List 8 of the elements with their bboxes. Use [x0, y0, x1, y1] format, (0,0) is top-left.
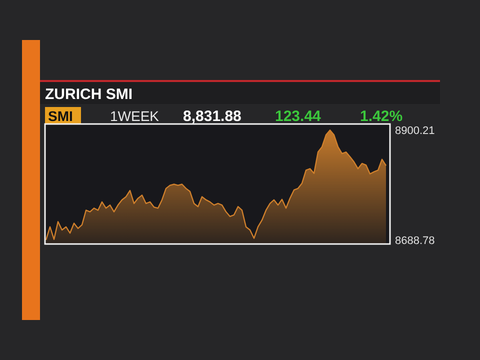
y-tick-label: 8688.78: [395, 234, 435, 247]
annotation: 123.44: [275, 108, 322, 125]
annotation: 1WEEK: [110, 108, 160, 124]
y-tick-label: 8900.21: [395, 124, 435, 137]
annotation: 1.42%: [360, 108, 403, 125]
annotation: SMI: [48, 108, 73, 124]
annotation: 8,831.88: [183, 108, 242, 125]
chart-title: ZURICH SMI: [45, 86, 132, 103]
